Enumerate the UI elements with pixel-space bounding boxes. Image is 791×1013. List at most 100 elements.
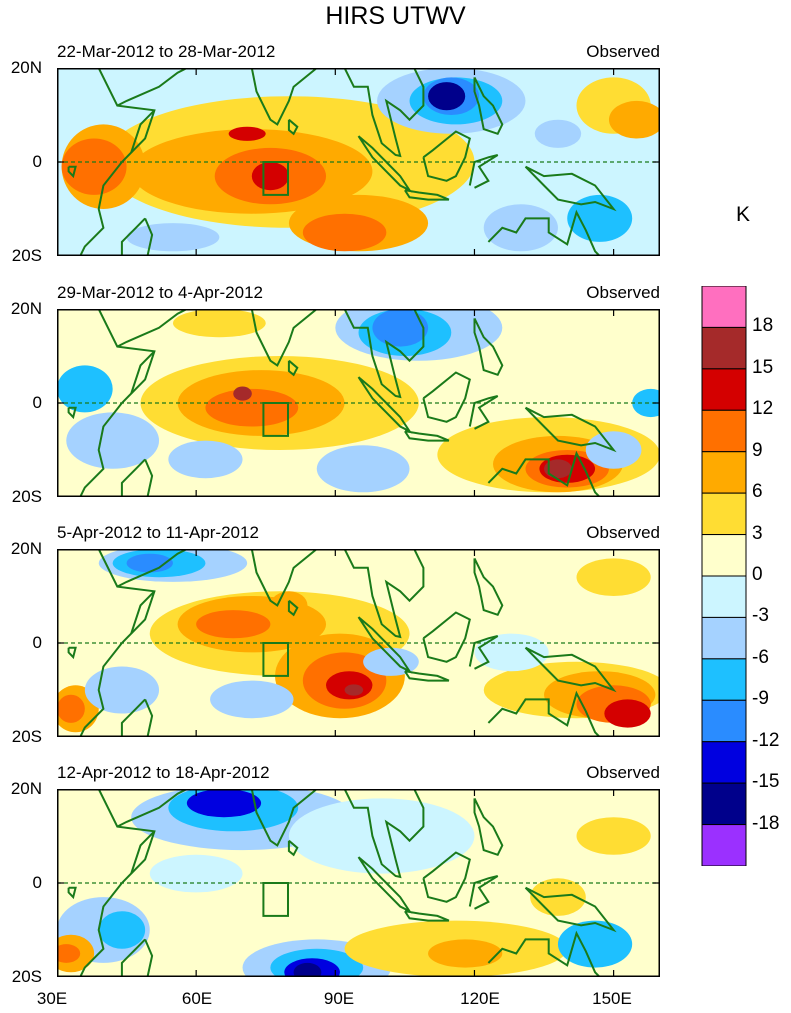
colorbar-swatch: [701, 699, 747, 743]
coastline: [130, 109, 156, 153]
coastline: [287, 599, 299, 617]
colorbar-label: 18: [752, 315, 774, 337]
colorbar-swatch: [701, 286, 747, 328]
colorbar-label: 6: [752, 481, 763, 503]
coastline: [67, 406, 77, 420]
figure-title: HIRS UTWV: [325, 2, 466, 30]
anomaly-contour: [576, 817, 651, 855]
lon-label-90e: 90E: [323, 989, 355, 1008]
panel-4-tag: Observed: [586, 763, 660, 782]
anomaly-contour: [66, 412, 160, 469]
coastline: [224, 309, 318, 367]
coastline: [120, 938, 154, 977]
coastline: [120, 698, 154, 737]
anomaly-contour: [576, 558, 651, 596]
coastline: [224, 68, 318, 126]
panel-1-lat-label: 20S: [11, 246, 42, 265]
panel-4-map: [57, 789, 660, 977]
colorbar-label: 15: [752, 356, 774, 378]
anomaly-contour: [57, 694, 85, 723]
anomaly-contour: [233, 386, 252, 401]
coastline: [67, 646, 77, 660]
anomaly-contour: [428, 82, 466, 111]
lon-label-60e: 60E: [181, 989, 213, 1008]
panel-2-lat-label: 20S: [11, 487, 42, 506]
panel-4-lat-label: 20S: [11, 967, 42, 986]
anomaly-contour: [57, 944, 81, 963]
coastline: [404, 910, 450, 922]
colorbar-label: -12: [752, 729, 780, 751]
target-box: [262, 161, 289, 196]
coastline: [404, 430, 450, 442]
coastline: [287, 359, 299, 377]
target-box: [262, 402, 289, 437]
anomaly-contour: [288, 798, 475, 874]
anomaly-contour: [149, 854, 243, 893]
coastline: [524, 886, 617, 933]
anomaly-contour: [98, 911, 146, 949]
anomaly-contour: [604, 699, 651, 728]
panel-3-lat-label: 20N: [10, 539, 42, 558]
colorbar-swatch: [701, 492, 747, 536]
lon-label-150e: 150E: [592, 989, 632, 1008]
coastline: [130, 350, 156, 394]
anomaly-contour: [205, 388, 299, 427]
panel-3-period: 5-Apr-2012 to 11-Apr-2012: [57, 523, 259, 542]
coastline: [130, 590, 156, 634]
panel-4-lat-label: 20N: [10, 779, 42, 798]
coastline: [120, 458, 154, 497]
colorbar-swatch: [701, 534, 747, 577]
panel-3-map: [57, 549, 660, 737]
panel-4-lat-label: 0: [32, 873, 42, 892]
coastline: [524, 165, 617, 212]
anomaly-contour: [196, 610, 271, 639]
colorbar-label: 9: [752, 439, 763, 461]
colorbar-swatch: [701, 782, 747, 826]
anomaly-contour: [172, 309, 266, 338]
coastline: [343, 549, 425, 639]
coastline: [287, 839, 299, 857]
anomaly-contour: [84, 666, 160, 714]
coastline: [404, 670, 450, 682]
coastline: [487, 209, 601, 256]
anomaly-contour: [316, 445, 410, 493]
anomaly-contour: [186, 789, 262, 818]
coastline: [120, 217, 154, 256]
panel-1-lat-label: 0: [32, 152, 42, 171]
lon-label-30e: 30E: [36, 989, 68, 1008]
coastline: [343, 309, 425, 399]
colorbar-label: -6: [752, 646, 769, 668]
coastline: [468, 875, 499, 910]
panel-4-period: 12-Apr-2012 to 18-Apr-2012: [57, 763, 270, 782]
colorbar-swatch: [701, 741, 747, 784]
colorbar-swatch: [701, 575, 747, 618]
coastline: [79, 68, 156, 256]
coastline: [468, 395, 499, 430]
coastline: [79, 549, 156, 737]
coastline: [473, 317, 504, 377]
coastline: [116, 789, 188, 828]
coastline: [67, 165, 77, 179]
anomaly-contour: [344, 684, 364, 696]
panel-3-lat-label: 0: [32, 633, 42, 652]
lon-label-120e: 120E: [460, 989, 500, 1008]
coastline: [487, 690, 601, 737]
coastline: [487, 930, 601, 977]
colorbar-label: -18: [752, 812, 780, 834]
coastline: [343, 68, 425, 158]
colorbar-label: 3: [752, 522, 763, 544]
coastline: [473, 557, 504, 617]
panel-3-lat-label: 20S: [11, 727, 42, 746]
panel-2-lat-label: 0: [32, 393, 42, 412]
coastline: [473, 797, 504, 857]
coastline: [116, 309, 188, 348]
anomaly-contour: [372, 309, 429, 347]
coastline: [79, 789, 156, 977]
anomaly-contour: [534, 119, 582, 148]
panel-2-map: [57, 309, 660, 497]
colorbar-swatch: [701, 451, 747, 494]
colorbar: [701, 286, 747, 866]
anomaly-contour: [474, 133, 605, 191]
coastline: [343, 789, 425, 879]
coastline: [79, 309, 156, 497]
